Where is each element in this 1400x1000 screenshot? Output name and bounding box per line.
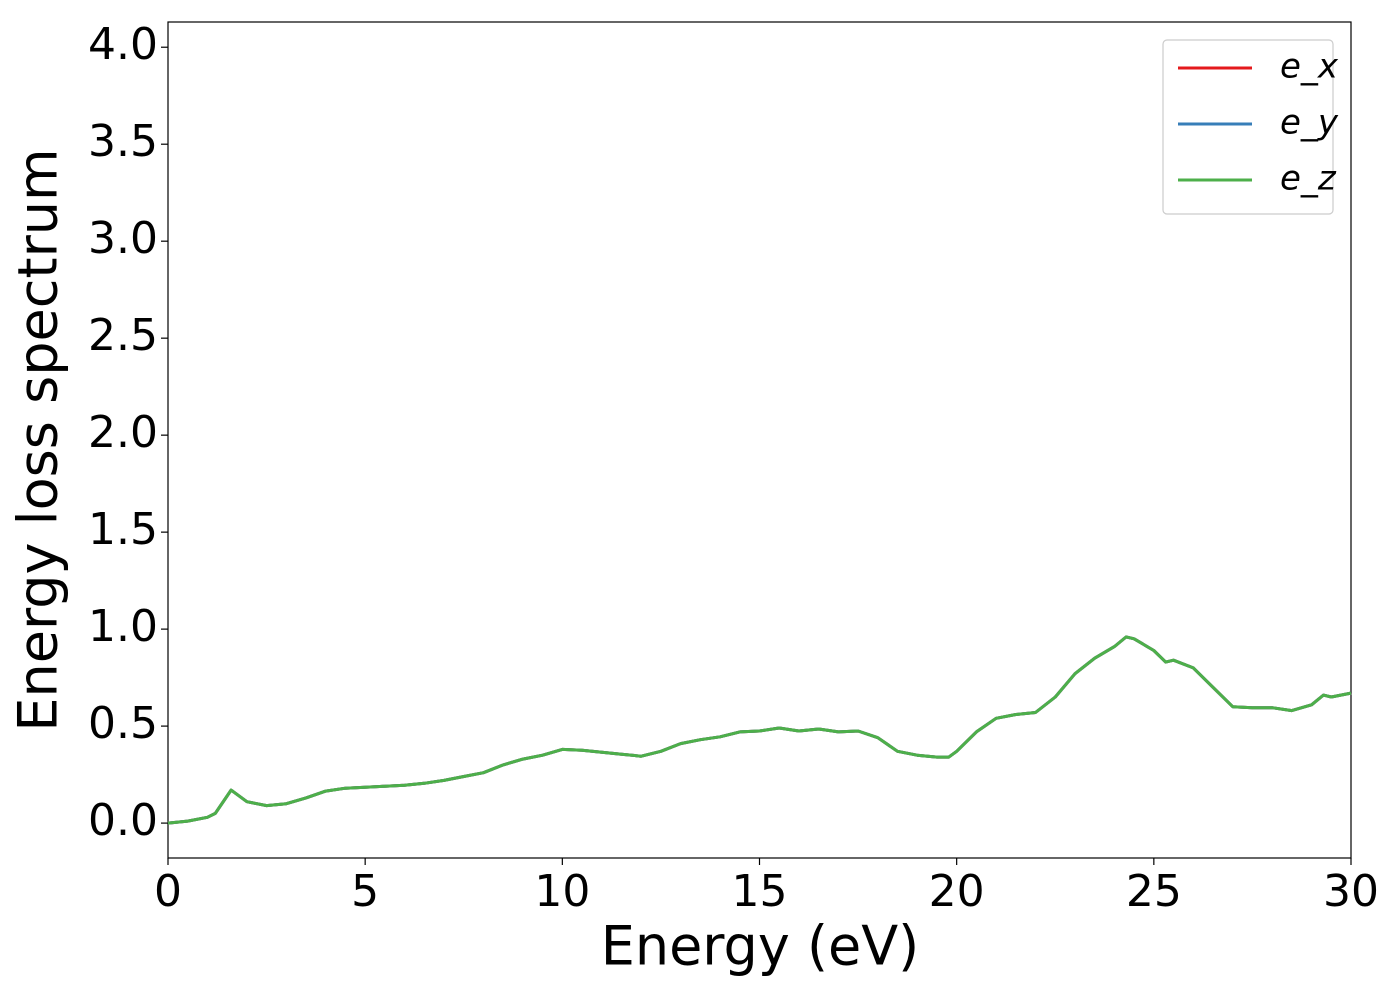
legend-label: e_y (1280, 103, 1339, 143)
x-tick-label: 0 (154, 866, 182, 917)
y-tick-label: 0.5 (88, 698, 158, 749)
x-tick-label: 25 (1126, 866, 1182, 917)
legend-label: e_x (1280, 47, 1339, 87)
y-axis-label: Energy loss spectrum (7, 148, 70, 731)
x-tick-label: 30 (1323, 866, 1379, 917)
y-tick-label: 1.0 (88, 601, 158, 652)
y-tick-label: 0.0 (88, 795, 158, 846)
y-tick-label: 1.5 (88, 504, 158, 555)
x-tick-label: 15 (732, 866, 788, 917)
y-tick-label: 2.5 (88, 310, 158, 361)
x-tick-label: 10 (534, 866, 590, 917)
y-tick-label: 2.0 (88, 407, 158, 458)
x-tick-label: 20 (929, 866, 985, 917)
data-line (167, 635, 1352, 825)
y-tick-label: 3.5 (88, 116, 158, 167)
y-tick-label: 4.0 (88, 19, 158, 70)
legend-box (1162, 39, 1334, 215)
x-tick-label: 5 (351, 866, 379, 917)
x-axis-label: Energy (eV) (601, 915, 920, 978)
legend-label: e_z (1280, 159, 1337, 199)
y-tick-label: 3.0 (88, 213, 158, 264)
